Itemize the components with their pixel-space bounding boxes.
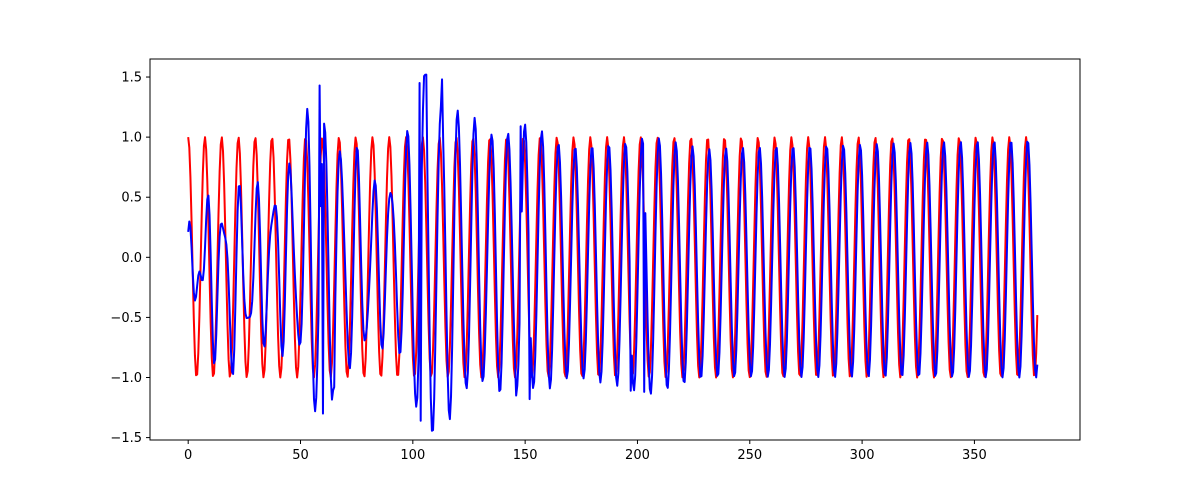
y-tick-label: 0.5 — [121, 191, 142, 206]
y-tick-label: 1.5 — [121, 71, 142, 86]
x-tick-label: 100 — [400, 448, 425, 463]
x-tick-label: 350 — [962, 448, 987, 463]
y-tick-label: −1.0 — [110, 371, 142, 386]
x-tick-label: 300 — [850, 448, 875, 463]
x-axis: 0 50 100 150 200 250 300 350 — [184, 440, 987, 463]
x-tick-label: 150 — [513, 448, 538, 463]
y-tick-label: 0.0 — [121, 251, 142, 266]
series-layer — [187, 73, 1039, 432]
x-tick-label: 200 — [625, 448, 650, 463]
plot-frame — [149, 58, 1081, 441]
x-tick-label: 250 — [737, 448, 762, 463]
y-tick-label: −1.5 — [110, 431, 142, 446]
plot-area — [149, 58, 1081, 441]
y-tick-label: −0.5 — [110, 311, 142, 326]
y-tick-label: 1.0 — [121, 131, 142, 146]
y-axis: −1.5 −1.0 −0.5 0.0 0.5 1.0 1.5 — [110, 71, 150, 446]
x-tick-label: 50 — [292, 448, 309, 463]
series-line-blue — [187, 73, 1039, 432]
x-tick-label: 0 — [184, 448, 192, 463]
